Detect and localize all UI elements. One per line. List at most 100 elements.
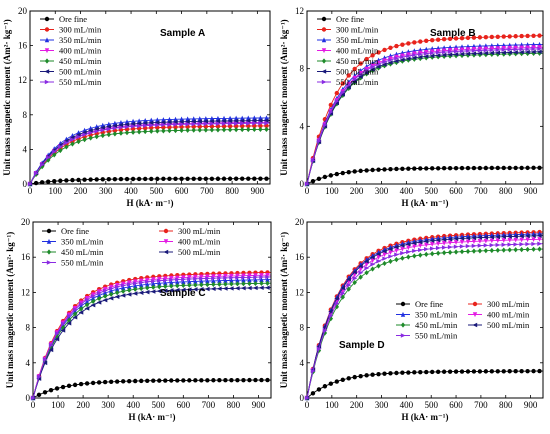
data-point xyxy=(179,127,184,133)
data-point xyxy=(382,167,387,172)
data-point xyxy=(483,48,489,53)
data-point xyxy=(181,279,186,285)
data-point xyxy=(530,233,536,239)
data-point xyxy=(133,281,138,286)
data-point xyxy=(203,121,209,127)
data-point xyxy=(394,43,399,49)
data-point xyxy=(120,379,126,384)
data-point xyxy=(204,286,210,292)
data-point xyxy=(477,48,483,53)
data-point xyxy=(185,122,191,127)
legend-marker xyxy=(321,37,327,43)
data-point xyxy=(334,296,340,301)
data-point xyxy=(191,121,197,127)
data-point xyxy=(84,297,90,302)
data-point xyxy=(124,176,130,182)
plot-frame xyxy=(32,221,272,399)
x-tick-label: 300 xyxy=(101,400,115,410)
data-point xyxy=(169,279,174,285)
data-point xyxy=(211,278,216,284)
data-point xyxy=(163,280,168,286)
data-point xyxy=(60,384,66,390)
data-point xyxy=(185,127,190,133)
data-point xyxy=(465,165,471,171)
legend-marker xyxy=(163,228,169,234)
data-point xyxy=(217,275,222,281)
legend-marker xyxy=(44,79,50,85)
data-point xyxy=(501,34,506,39)
data-point xyxy=(217,274,222,279)
data-point xyxy=(524,49,530,55)
data-point xyxy=(70,137,76,142)
legend-label: 400 mL/min xyxy=(59,46,102,56)
data-point xyxy=(197,119,202,124)
data-point xyxy=(376,61,382,67)
series-450-ml-min xyxy=(27,126,270,187)
sample-label: Sample A xyxy=(160,28,205,39)
legend-label: Ore fine xyxy=(415,299,443,309)
data-point xyxy=(76,177,81,183)
data-point xyxy=(263,118,269,123)
data-point xyxy=(142,120,148,126)
data-point xyxy=(33,180,39,186)
data-point xyxy=(352,66,357,72)
data-point xyxy=(340,377,345,382)
data-point xyxy=(364,168,369,173)
data-point xyxy=(90,302,96,308)
data-point xyxy=(519,165,524,171)
data-point xyxy=(66,383,72,389)
data-point xyxy=(145,277,150,283)
data-point xyxy=(197,176,202,181)
data-point xyxy=(519,233,524,239)
data-point xyxy=(435,245,441,251)
data-point xyxy=(471,48,477,53)
legend-marker xyxy=(400,311,406,317)
data-point xyxy=(489,47,495,53)
data-point xyxy=(519,45,524,51)
data-point xyxy=(211,275,216,281)
x-tick-label: 500 xyxy=(150,186,164,196)
x-tick-label: 800 xyxy=(227,400,241,410)
data-point xyxy=(187,279,192,284)
data-point xyxy=(406,249,411,255)
data-point xyxy=(471,235,477,241)
legend: Ore fine 300 mL/min 350 mL/min 400 mL/min 45… xyxy=(42,226,221,268)
data-point xyxy=(246,176,251,181)
data-point xyxy=(346,82,352,88)
data-point xyxy=(246,121,251,126)
data-point xyxy=(477,248,483,254)
data-point xyxy=(465,369,471,374)
data-point xyxy=(215,127,221,133)
data-point xyxy=(157,280,162,286)
data-point xyxy=(203,127,209,133)
x-tick-label: 700 xyxy=(202,400,216,410)
data-point xyxy=(217,281,222,287)
data-point xyxy=(441,37,447,42)
legend-label: 400 mL/min xyxy=(336,46,379,56)
data-point xyxy=(72,315,78,320)
y-tick-label: 16 xyxy=(18,41,28,51)
data-point xyxy=(429,238,435,243)
data-point xyxy=(382,252,387,258)
legend-label: 550 mL/min xyxy=(415,331,458,341)
data-point xyxy=(489,238,495,244)
data-point xyxy=(381,249,387,254)
data-point xyxy=(418,252,423,258)
data-point xyxy=(211,378,216,383)
data-point xyxy=(221,118,227,124)
data-point xyxy=(90,380,96,386)
data-point xyxy=(259,280,264,286)
data-point xyxy=(525,33,530,39)
data-point xyxy=(215,118,221,124)
y-tick-label: 4 xyxy=(23,144,28,154)
data-point xyxy=(405,56,411,61)
data-point xyxy=(423,54,429,59)
legend-marker xyxy=(46,260,52,265)
data-point xyxy=(233,176,239,181)
data-point xyxy=(501,238,506,243)
data-point xyxy=(215,121,221,126)
data-point xyxy=(161,128,166,134)
data-point xyxy=(435,48,441,54)
data-point xyxy=(173,176,178,182)
data-point xyxy=(185,119,190,124)
